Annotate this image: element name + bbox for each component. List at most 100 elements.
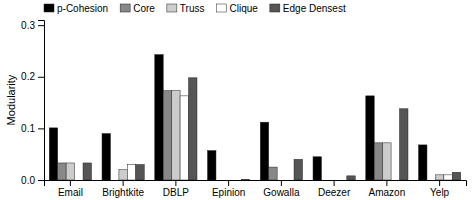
bar xyxy=(102,134,110,180)
tick-label: Amazon xyxy=(369,187,406,198)
tick: Yelp xyxy=(430,180,450,198)
tick-label: DBLP xyxy=(163,187,189,198)
legend-swatch xyxy=(44,4,54,12)
legend-swatch xyxy=(120,4,130,12)
bar-series xyxy=(83,78,461,180)
axis-title: Modularity xyxy=(5,74,17,125)
axis-line xyxy=(45,181,467,187)
tick-label: Email xyxy=(58,187,83,198)
bars xyxy=(49,55,460,180)
bar xyxy=(110,180,118,181)
bar xyxy=(49,128,57,180)
chart: 0.0 0.1 0.2 0.3 Email Brightkite DBLP Epinion Go… xyxy=(0,0,474,200)
legend-item: p-Cohesion xyxy=(44,3,108,14)
tick-label: 0.2 xyxy=(21,71,35,82)
bar xyxy=(366,96,374,180)
bar xyxy=(75,180,83,181)
bar xyxy=(58,163,66,180)
tick-label: Gowalla xyxy=(263,187,300,198)
tick: 0.1 xyxy=(21,123,44,134)
bar xyxy=(180,96,188,180)
bar-series xyxy=(58,91,383,180)
tick: DBLP xyxy=(163,180,189,198)
tick: 0.3 xyxy=(21,20,44,31)
bar xyxy=(136,165,144,180)
bar xyxy=(163,91,171,180)
plot: 0.0 0.1 0.2 0.3 Email Brightkite DBLP Epinion Go… xyxy=(21,20,466,198)
legend-swatch xyxy=(167,4,177,12)
tick: Gowalla xyxy=(263,180,300,198)
tick-label: 0.1 xyxy=(21,123,35,134)
legend-item: Clique xyxy=(216,3,258,14)
legend-item: Core xyxy=(120,3,155,14)
tick-label: 0.3 xyxy=(21,20,35,31)
bar xyxy=(391,180,399,181)
legend-item: Truss xyxy=(167,3,205,14)
tick-label: Epinion xyxy=(212,187,245,198)
legend-swatch xyxy=(270,4,280,12)
bar xyxy=(347,176,355,180)
bar xyxy=(233,180,241,181)
bar xyxy=(208,151,216,180)
bar xyxy=(260,122,268,180)
tick-mark xyxy=(281,180,282,186)
bar xyxy=(83,163,91,180)
tick: Epinion xyxy=(212,180,245,198)
bar-series xyxy=(49,55,427,180)
bar xyxy=(119,170,127,180)
legend-label: p-Cohesion xyxy=(57,3,108,14)
bar xyxy=(294,159,302,180)
tick-mark xyxy=(175,180,176,186)
bar xyxy=(374,143,382,180)
tick-mark xyxy=(334,180,335,186)
legend-label: Truss xyxy=(180,3,205,14)
tick: Brightkite xyxy=(102,180,144,198)
legend-swatch xyxy=(216,4,226,12)
bar xyxy=(224,180,232,181)
bar xyxy=(427,180,435,181)
bar-series xyxy=(127,96,452,180)
bar xyxy=(269,167,277,180)
tick: 0.2 xyxy=(21,71,44,82)
legend-item: Edge Densest xyxy=(270,3,346,14)
tick: Amazon xyxy=(369,180,406,198)
tick-mark xyxy=(38,128,44,129)
tick: 0.0 xyxy=(21,175,44,186)
bar xyxy=(241,179,249,180)
legend: p-Cohesion Core Truss Clique Edge Densest xyxy=(44,3,346,14)
bar xyxy=(330,180,338,181)
tick-label: Deezer xyxy=(318,187,351,198)
bar xyxy=(435,175,443,180)
bar xyxy=(127,165,135,180)
bar xyxy=(383,143,391,180)
legend-label: Core xyxy=(133,3,155,14)
bar xyxy=(444,175,452,180)
bar xyxy=(189,78,197,180)
tick-mark xyxy=(439,180,440,186)
legend-label: Clique xyxy=(229,3,258,14)
tick-label: 0.0 xyxy=(21,175,35,186)
tick-mark xyxy=(123,180,124,186)
y-axis: 0.0 0.1 0.2 0.3 xyxy=(21,20,44,186)
bar xyxy=(313,157,321,180)
axis-line xyxy=(38,21,45,181)
tick-label: Brightkite xyxy=(102,187,144,198)
bar xyxy=(338,180,346,181)
bar xyxy=(172,91,180,180)
legend-label: Edge Densest xyxy=(283,3,346,14)
bar xyxy=(452,172,460,180)
bar xyxy=(400,109,408,180)
tick-mark xyxy=(38,180,44,181)
tick: Email xyxy=(58,180,83,198)
tick-mark xyxy=(38,25,44,26)
tick: Deezer xyxy=(318,180,351,198)
bar xyxy=(321,180,329,181)
bar xyxy=(155,55,163,180)
bar xyxy=(419,145,427,180)
tick-mark xyxy=(38,77,44,78)
tick-label: Yelp xyxy=(430,187,450,198)
x-axis: Email Brightkite DBLP Epinion Gowalla Deezer A… xyxy=(45,180,467,198)
tick-mark xyxy=(386,180,387,186)
tick-mark xyxy=(70,180,71,186)
bar xyxy=(286,180,294,181)
